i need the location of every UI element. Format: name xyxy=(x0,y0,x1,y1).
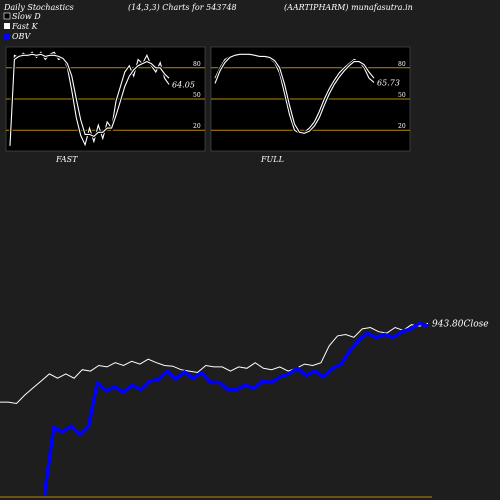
level-label-80: 80 xyxy=(193,61,201,68)
full-panel-label: FULL xyxy=(260,155,284,164)
close-last-value: 943.80Close xyxy=(432,319,489,329)
level-label-20: 20 xyxy=(398,123,406,130)
legend-swatch-fast-k xyxy=(4,23,10,29)
legend-swatch-obv xyxy=(4,33,10,39)
level-label-50: 50 xyxy=(193,92,201,99)
header-right: (AARTIPHARM) munafasutra.in xyxy=(284,3,413,12)
level-label-50: 50 xyxy=(398,92,406,99)
close-line xyxy=(0,322,429,405)
legend-label-obv: OBV xyxy=(12,32,31,41)
stoch-series-line-1 xyxy=(9,53,170,146)
legend-label-fast-k: Fast K xyxy=(11,22,39,31)
fast-panel-label: FAST xyxy=(55,155,78,164)
stoch-last-value: 65.73 xyxy=(377,78,400,87)
price-obv-panel: 943.80Close xyxy=(0,319,489,498)
legend-swatch-slow-d xyxy=(3,12,11,20)
level-label-20: 20 xyxy=(193,123,201,130)
stoch-last-value: 64.05 xyxy=(172,80,195,89)
stoch-series-line-1 xyxy=(214,53,375,134)
legend-label-slow-d: Slow D xyxy=(12,12,41,21)
level-label-80: 80 xyxy=(398,61,406,68)
close-last-value-number: 943.80 xyxy=(432,319,464,329)
fast-stochastics-panel: 20 50 80 64.05 xyxy=(5,46,206,152)
obv-line xyxy=(43,321,429,490)
legend: Slow D Fast K OBV xyxy=(3,12,41,41)
full-stochastics-panel: 20 50 80 65.73 xyxy=(210,46,411,152)
header-center: (14,3,3) Charts for 543748 xyxy=(128,3,237,12)
header-left: Daily Stochastics xyxy=(3,3,74,12)
close-last-value-suffix: Close xyxy=(464,319,489,329)
